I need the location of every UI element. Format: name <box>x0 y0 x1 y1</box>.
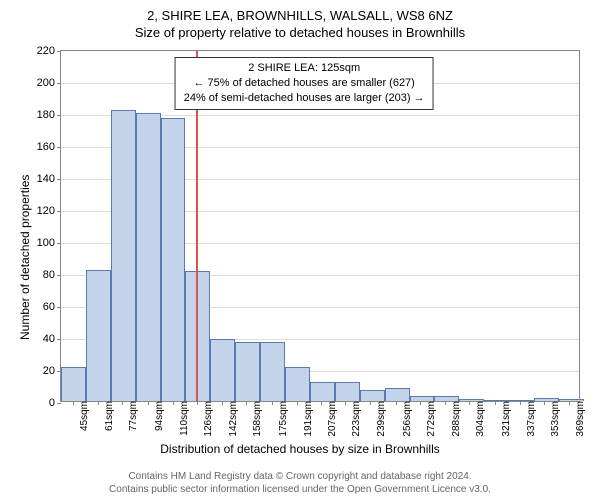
histogram-bar <box>136 113 161 401</box>
x-axis-label: Distribution of detached houses by size … <box>0 442 600 456</box>
histogram-bar <box>161 118 186 401</box>
histogram-bar <box>385 388 410 401</box>
x-tick-mark <box>396 401 397 405</box>
histogram-bar <box>185 271 210 401</box>
histogram-bar <box>86 270 111 401</box>
plot-area: 02040608010012014016018020022045sqm61sqm… <box>60 50 580 402</box>
x-tick-label: 256sqm <box>400 401 413 437</box>
histogram-bar <box>310 382 335 401</box>
y-axis-label: Number of detached properties <box>18 175 32 340</box>
x-tick-label: 337sqm <box>524 401 537 437</box>
x-tick-mark <box>148 401 149 405</box>
x-tick-mark <box>544 401 545 405</box>
x-tick-mark <box>222 401 223 405</box>
x-tick-label: 353sqm <box>548 401 561 437</box>
x-tick-mark <box>272 401 273 405</box>
y-tick-mark <box>57 307 61 308</box>
x-tick-label: 191sqm <box>301 401 314 437</box>
x-tick-mark <box>345 401 346 405</box>
footer-line2: Contains public sector information licen… <box>0 483 600 496</box>
y-tick-mark <box>57 211 61 212</box>
y-tick-mark <box>57 51 61 52</box>
x-tick-label: 126sqm <box>201 401 214 437</box>
x-tick-label: 223sqm <box>349 401 362 437</box>
x-tick-label: 304sqm <box>473 401 486 437</box>
histogram-bar <box>285 367 310 401</box>
chart-title-main: 2, SHIRE LEA, BROWNHILLS, WALSALL, WS8 6… <box>0 0 600 23</box>
x-tick-mark <box>173 401 174 405</box>
x-tick-mark <box>569 401 570 405</box>
x-tick-label: 239sqm <box>374 401 387 437</box>
y-tick-mark <box>57 179 61 180</box>
x-tick-mark <box>73 401 74 405</box>
chart-title-sub: Size of property relative to detached ho… <box>0 23 600 40</box>
histogram-bar <box>61 367 86 401</box>
histogram-bar <box>210 339 235 401</box>
annotation-line2: ← 75% of detached houses are smaller (62… <box>184 76 425 91</box>
x-tick-label: 77sqm <box>126 401 139 431</box>
x-tick-label: 110sqm <box>177 401 190 436</box>
histogram-bar <box>360 390 385 401</box>
x-tick-label: 175sqm <box>276 401 289 437</box>
y-tick-mark <box>57 147 61 148</box>
x-tick-label: 272sqm <box>424 401 437 437</box>
annotation-line3: 24% of semi-detached houses are larger (… <box>184 91 425 106</box>
x-tick-mark <box>495 401 496 405</box>
y-tick-mark <box>57 275 61 276</box>
x-tick-label: 142sqm <box>226 401 239 437</box>
footer-attribution: Contains HM Land Registry data © Crown c… <box>0 470 600 496</box>
x-tick-label: 207sqm <box>325 401 338 437</box>
x-tick-label: 45sqm <box>77 401 90 431</box>
y-tick-mark <box>57 243 61 244</box>
x-tick-mark <box>321 401 322 405</box>
x-tick-mark <box>420 401 421 405</box>
x-tick-mark <box>370 401 371 405</box>
x-tick-mark <box>246 401 247 405</box>
annotation-box: 2 SHIRE LEA: 125sqm← 75% of detached hou… <box>175 57 434 110</box>
histogram-bar <box>335 382 360 401</box>
x-tick-mark <box>445 401 446 405</box>
y-tick-mark <box>57 403 61 404</box>
x-tick-mark <box>98 401 99 405</box>
x-tick-mark <box>469 401 470 405</box>
x-tick-label: 288sqm <box>449 401 462 437</box>
x-tick-mark <box>122 401 123 405</box>
x-tick-mark <box>197 401 198 405</box>
x-tick-label: 94sqm <box>152 401 165 431</box>
x-tick-label: 321sqm <box>499 401 512 437</box>
y-tick-mark <box>57 83 61 84</box>
footer-line1: Contains HM Land Registry data © Crown c… <box>0 470 600 483</box>
y-tick-mark <box>57 339 61 340</box>
histogram-bar <box>111 110 136 401</box>
x-tick-mark <box>297 401 298 405</box>
histogram-bar <box>235 342 260 401</box>
x-tick-label: 369sqm <box>573 401 586 437</box>
x-tick-label: 61sqm <box>102 401 115 431</box>
x-tick-label: 158sqm <box>250 401 263 437</box>
x-tick-mark <box>520 401 521 405</box>
histogram-bar <box>260 342 285 401</box>
y-tick-mark <box>57 115 61 116</box>
annotation-line1: 2 SHIRE LEA: 125sqm <box>184 61 425 76</box>
